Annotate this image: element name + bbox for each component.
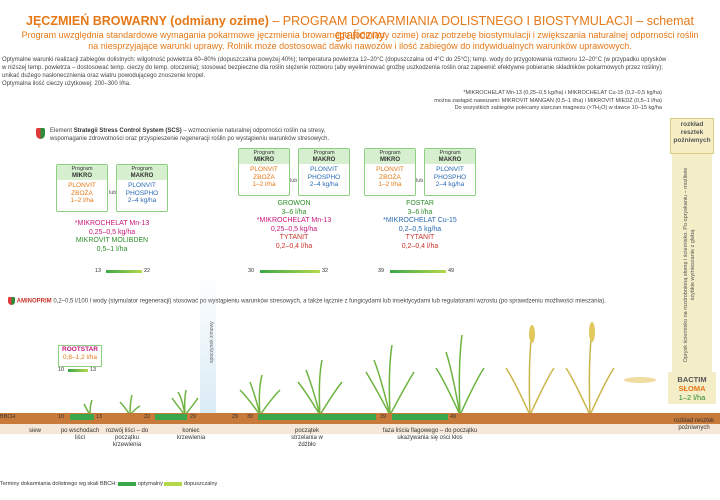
page-title: JĘCZMIEŃ BROWARNY (odmiany ozime) – PROG… [26,14,694,42]
bbch-end: 32 [322,268,329,274]
scale-number: 30 [247,414,254,420]
vertical-note: Oprysk ściernisko na rozdrobnioną słomę … [683,167,696,363]
program-mikro-box: Program MIKRO PLONVIT ZBOŻA 1–2 l/ha [56,164,108,212]
product-list: FOSTAR 3–6 l/ha *MIKROCHELAT Cu-15 0,2–0… [383,200,457,250]
post-harvest-end-label: rozkład resztek pożniwnych [673,418,715,431]
post-harvest-strip [672,150,712,375]
bbch-end: 13 [90,367,97,373]
bbch-start: 10 [58,367,65,373]
soil-base [0,424,720,434]
subtitle: Program uwzględnia standardowe wymagania… [21,30,699,51]
post-harvest-box: rozkład resztek pożniwnych [670,118,714,154]
stage-label: rozwój liści – do początku krzewienia [105,428,149,448]
scale-number: 49 [450,414,457,420]
scs-note: Element Strategii Stress Control System … [36,127,329,143]
bactim-box: BACTIM SŁOMA 1–2 l/ha [668,372,716,404]
stage-label: faza liścia flagowego – do początku ukaz… [382,428,478,441]
program-makro-box: Program MAKRO PLONVIT PHOSPHO 2–4 kg/ha [424,148,476,196]
plant-growth-illustration [83,322,656,416]
scale-bar [392,414,448,420]
bbch-bar [390,270,446,273]
legend-optimal-swatch [118,481,137,486]
scale-number: 13 [96,414,103,420]
bbch-scale-label: BBCH [0,414,16,420]
program-makro-box: Program MAKRO PLONVIT PHOSPHO 2–4 kg/ha [116,164,168,212]
scale-bar [258,414,376,420]
bbch-bar [260,270,320,273]
bbch-bar [68,369,88,372]
stage-label: po wschodach liści [60,428,100,441]
stage-label: koniec krzewienia [176,428,206,441]
or-label: lub [416,178,424,184]
scale-bar [70,414,94,420]
bbch-start: 30 [248,268,255,274]
light-column [200,270,216,420]
legend: Terminy dokarmiania dolistnego wg skali … [0,481,218,487]
rootstar-box: ROOTSTAR 0,8–1,2 l/ha [58,345,102,367]
application-notes: Optymalne warunki realizacji zabiegów do… [2,57,667,87]
stage-label: początek strzelania w źdźbło [291,428,323,448]
bbch-end: 22 [144,268,151,274]
legend-allowed-swatch [164,481,183,486]
bbch-bar [106,270,142,273]
product-list: GROWON 3–6 l/ha *MIKROCHELAT Mn-13 0,25–… [256,200,332,250]
substitution-note: *MIKROCHELAT Mn-13 (0,25–0,5 kg/ha) i MI… [434,90,662,111]
bbch-start: 13 [95,268,102,274]
or-label: lub [290,178,298,184]
shield-icon [8,297,15,305]
program-makro-box: Program MAKRO PLONVIT PHOSPHO 2–4 kg/ha [298,148,350,196]
product-list: *MIKROCHELAT Mn-13 0,25–0,5 kg/ha MIKROV… [74,220,150,253]
aminoprim-note: AMINOPRIM 0,2–0,5 l/100 l wody (stymulat… [8,297,606,305]
shield-icon [36,128,45,139]
scale-number: 29 [232,414,239,420]
bbch-end: 49 [448,268,455,274]
bbch-start: 39 [378,268,385,274]
scale-number: 10 [58,414,65,420]
stage-label: siew [28,428,41,434]
scale-number: 29 [190,414,197,420]
or-label: lub [109,190,117,196]
program-mikro-box: Program MIKRO PLONVIT ZBOŻA 1–2 l/ha [364,148,416,196]
scale-number: 22 [144,414,151,420]
scale-number: 39 [380,414,387,420]
program-mikro-box: Program MIKRO PLONVIT ZBOŻA 1–2 l/ha [238,148,290,196]
scale-bar [155,414,187,420]
